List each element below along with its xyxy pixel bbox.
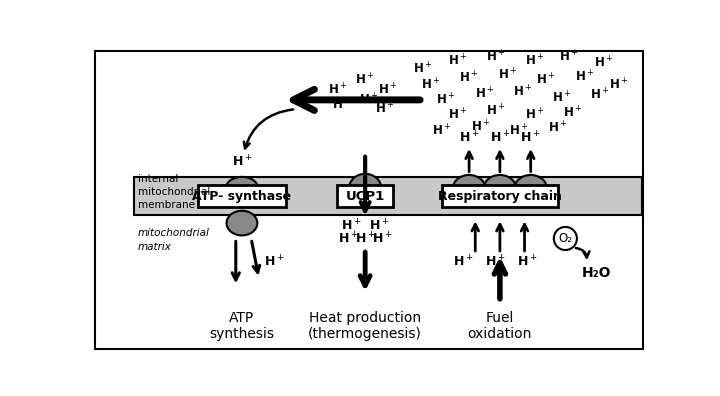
Text: H$^+$: H$^+$ xyxy=(372,231,392,246)
Text: H$^+$: H$^+$ xyxy=(355,231,376,246)
Ellipse shape xyxy=(226,177,258,200)
Text: H$^+$: H$^+$ xyxy=(448,54,467,69)
Text: H$^+$: H$^+$ xyxy=(559,49,579,65)
Text: Fuel
oxidation: Fuel oxidation xyxy=(468,311,532,341)
Bar xyxy=(134,177,642,215)
Text: H$^+$: H$^+$ xyxy=(563,105,582,121)
Text: H$^+$: H$^+$ xyxy=(548,121,567,136)
Text: ATP- synthase: ATP- synthase xyxy=(192,190,292,203)
Text: O₂: O₂ xyxy=(558,232,572,245)
Text: H$^+$: H$^+$ xyxy=(474,86,494,101)
FancyBboxPatch shape xyxy=(338,185,393,207)
Text: H$^+$: H$^+$ xyxy=(525,108,544,123)
Ellipse shape xyxy=(515,175,547,202)
Text: H$^+$: H$^+$ xyxy=(498,67,518,82)
Text: H$^+$: H$^+$ xyxy=(486,49,506,65)
Text: H$^+$: H$^+$ xyxy=(341,219,361,234)
Text: H$^+$: H$^+$ xyxy=(332,98,352,113)
Text: H$^+$: H$^+$ xyxy=(486,103,506,118)
Text: H$^+$: H$^+$ xyxy=(328,82,348,97)
Ellipse shape xyxy=(484,175,516,202)
Text: H$^+$: H$^+$ xyxy=(436,92,456,108)
Text: H$^+$: H$^+$ xyxy=(359,92,379,108)
Text: H$^+$: H$^+$ xyxy=(232,154,252,169)
Text: H$^+$: H$^+$ xyxy=(485,254,505,269)
Text: Respiratory chain: Respiratory chain xyxy=(438,190,562,203)
Circle shape xyxy=(554,227,577,250)
Text: H$^+$: H$^+$ xyxy=(374,101,394,117)
Text: H$^+$: H$^+$ xyxy=(594,55,613,70)
Text: H$^+$: H$^+$ xyxy=(338,231,359,246)
Text: H$^+$: H$^+$ xyxy=(433,123,452,138)
Text: H$^+$: H$^+$ xyxy=(453,254,473,269)
Text: H$^+$: H$^+$ xyxy=(609,77,629,92)
Text: H$^+$: H$^+$ xyxy=(521,131,541,146)
Text: H$^+$: H$^+$ xyxy=(509,123,529,138)
Text: H$^+$: H$^+$ xyxy=(369,219,390,234)
Text: internal
mitochondrial
membrane: internal mitochondrial membrane xyxy=(138,174,210,211)
Text: H$^+$: H$^+$ xyxy=(264,254,284,269)
Text: H$^+$: H$^+$ xyxy=(590,88,610,103)
Text: H$^+$: H$^+$ xyxy=(413,61,433,77)
Text: H$^+$: H$^+$ xyxy=(536,72,556,88)
Text: H$^+$: H$^+$ xyxy=(552,90,571,105)
Text: H$^+$: H$^+$ xyxy=(525,54,544,69)
FancyBboxPatch shape xyxy=(442,185,558,207)
Text: H$^+$: H$^+$ xyxy=(448,108,467,123)
Text: H$^+$: H$^+$ xyxy=(420,77,441,92)
Text: H$^+$: H$^+$ xyxy=(516,254,537,269)
Text: H₂O: H₂O xyxy=(582,266,611,280)
Ellipse shape xyxy=(453,175,485,202)
Text: H$^+$: H$^+$ xyxy=(471,119,490,135)
Text: UCP1: UCP1 xyxy=(346,190,384,203)
Text: ATP
synthesis: ATP synthesis xyxy=(210,311,274,341)
Text: H$^+$: H$^+$ xyxy=(379,82,398,97)
Text: H$^+$: H$^+$ xyxy=(356,72,375,88)
Text: H$^+$: H$^+$ xyxy=(513,84,533,100)
Text: H$^+$: H$^+$ xyxy=(575,69,595,84)
Text: H$^+$: H$^+$ xyxy=(459,70,479,86)
Text: H$^+$: H$^+$ xyxy=(490,131,510,146)
Text: H$^+$: H$^+$ xyxy=(459,131,480,146)
Ellipse shape xyxy=(227,211,257,235)
Ellipse shape xyxy=(349,174,382,203)
Text: mitochondrial
matrix: mitochondrial matrix xyxy=(138,228,210,251)
Text: Heat production
(thermogenesis): Heat production (thermogenesis) xyxy=(308,311,422,341)
FancyBboxPatch shape xyxy=(198,185,287,207)
